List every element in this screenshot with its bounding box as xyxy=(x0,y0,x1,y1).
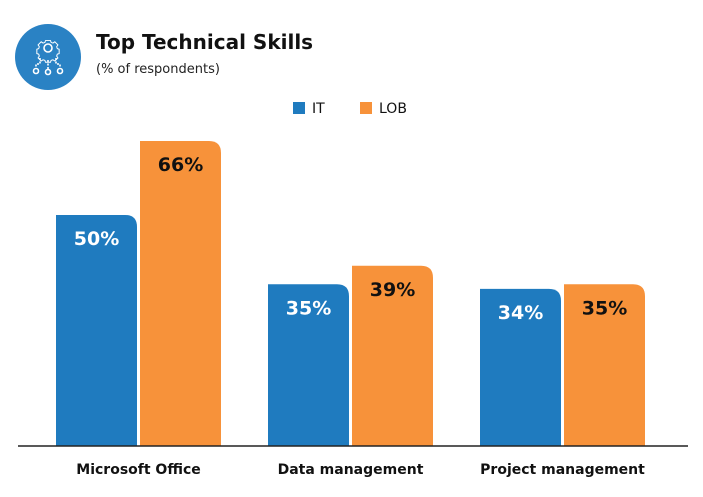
category-label: Project management xyxy=(480,462,645,478)
data-label: 66% xyxy=(158,154,203,176)
bar-it xyxy=(268,284,349,446)
legend-label-it: IT xyxy=(312,101,325,117)
category-label: Microsoft Office xyxy=(76,462,200,478)
bar-it xyxy=(56,214,137,446)
data-label: 39% xyxy=(370,279,415,301)
legend: IT LOB xyxy=(293,101,407,117)
data-label: 50% xyxy=(74,228,119,250)
bar-it xyxy=(480,288,561,446)
category-label: Data management xyxy=(278,462,424,478)
data-label: 34% xyxy=(498,302,543,324)
bar-lob xyxy=(140,141,221,446)
legend-swatch-it xyxy=(293,102,305,114)
legend-label-lob: LOB xyxy=(379,101,407,117)
chart-title: Top Technical Skills xyxy=(96,30,314,54)
gear-circuit-icon xyxy=(15,24,81,90)
category-labels: Microsoft Office Data management Project m… xyxy=(76,462,645,478)
chart-subtitle: (% of respondents) xyxy=(96,62,220,77)
bar-lob xyxy=(564,284,645,446)
data-label: 35% xyxy=(286,297,331,319)
bars: 50% 35% 34% 66% 39% 35% xyxy=(56,141,645,446)
bar-lob xyxy=(352,265,433,446)
legend-swatch-lob xyxy=(360,102,372,114)
data-label: 35% xyxy=(582,297,627,319)
